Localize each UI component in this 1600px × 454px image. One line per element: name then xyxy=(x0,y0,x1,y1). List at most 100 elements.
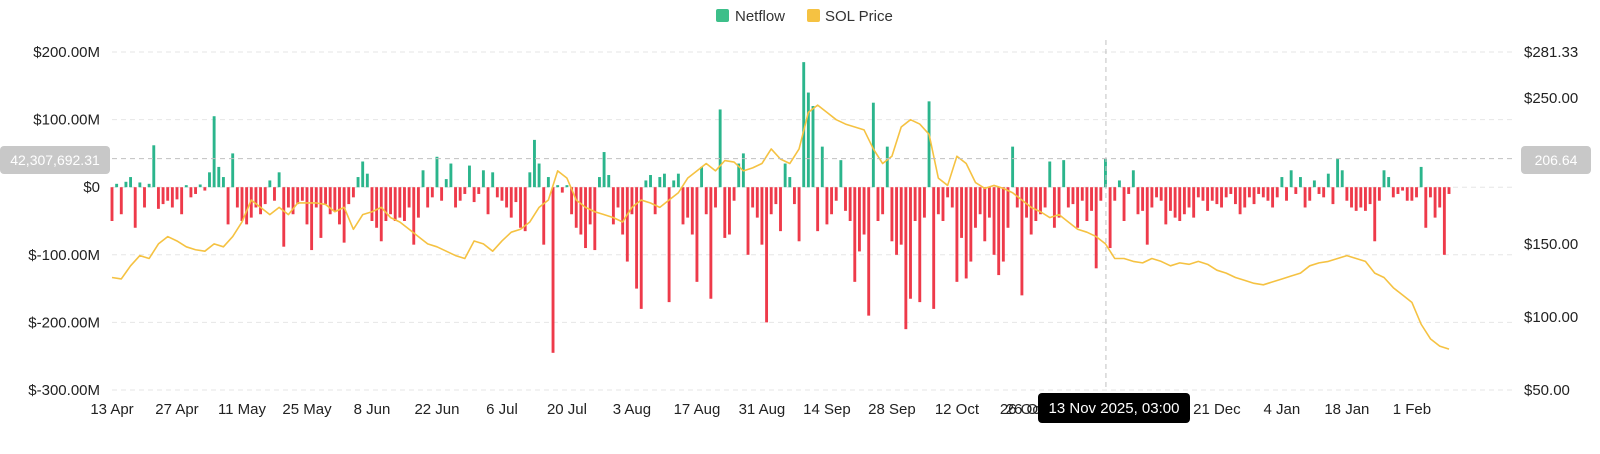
netflow-bar-54 xyxy=(361,161,365,188)
netflow-bar-275 xyxy=(1387,177,1391,188)
netflow-bar-73 xyxy=(449,163,453,188)
netflow-bar-256 xyxy=(1299,177,1302,188)
netflow-bar-26 xyxy=(231,153,235,188)
netflow-bar-43 xyxy=(310,187,314,251)
x-tick-6: 6 Jul xyxy=(486,401,518,418)
netflow-bar-279 xyxy=(1405,187,1409,201)
netflow-bar-83 xyxy=(495,187,499,198)
netflow-bar-250 xyxy=(1271,187,1275,208)
x-tick-9: 17 Aug xyxy=(674,401,721,418)
netflow-bar-39 xyxy=(291,187,295,215)
netflow-bar-134 xyxy=(732,187,736,201)
netflow-bar-170 xyxy=(899,187,903,245)
netflow-bar-180 xyxy=(946,187,950,198)
netflow-bar-239 xyxy=(1220,187,1223,208)
netflow-bar-74 xyxy=(454,187,457,208)
netflow-bar-150 xyxy=(806,92,810,188)
netflow-bar-181 xyxy=(950,187,954,208)
netflow-bar-80 xyxy=(481,170,485,188)
netflow-bar-169 xyxy=(895,187,898,255)
netflow-bar-64 xyxy=(407,187,411,208)
netflow-bar-208 xyxy=(1076,187,1080,228)
netflow-bar-24 xyxy=(221,177,225,188)
netflow-bar-159 xyxy=(848,187,852,221)
netflow-bar-6 xyxy=(138,182,142,188)
netflow-bar-215 xyxy=(1108,187,1112,249)
netflow-bar-95 xyxy=(551,187,555,353)
netflow-bar-37 xyxy=(282,187,286,247)
netflow-bar-71 xyxy=(440,187,444,201)
netflow-bar-211 xyxy=(1090,187,1093,211)
netflow-bar-203 xyxy=(1052,187,1056,228)
netflow-bar-278 xyxy=(1401,187,1405,191)
price-value-badge-text: 206.64 xyxy=(1535,152,1578,168)
netflow-bar-138 xyxy=(751,187,755,208)
netflow-bar-28 xyxy=(240,187,244,221)
netflow-bar-188 xyxy=(983,187,987,242)
netflow-bar-156 xyxy=(834,187,838,201)
netflow-bar-51 xyxy=(347,187,351,205)
netflow-bar-210 xyxy=(1085,187,1089,221)
left-tick-4: $-200.00M xyxy=(28,314,100,331)
x-tick-14: 26 Oct xyxy=(1000,401,1045,418)
netflow-bar-113 xyxy=(635,187,639,289)
netflow-bar-165 xyxy=(876,187,880,221)
netflow-bar-234 xyxy=(1196,187,1200,198)
netflow-bar-182 xyxy=(955,187,959,282)
x-tick-3: 25 May xyxy=(282,401,332,418)
netflow-bar-216 xyxy=(1113,187,1117,201)
netflow-bar-97 xyxy=(560,187,564,193)
netflow-bar-163 xyxy=(867,187,871,316)
netflow-bar-154 xyxy=(825,187,829,225)
x-tick-19: 1 Feb xyxy=(1393,401,1431,418)
netflow-bar-33 xyxy=(263,187,267,205)
netflow-bar-128 xyxy=(704,187,708,215)
netflow-bar-109 xyxy=(616,187,620,208)
netflow-bar-236 xyxy=(1206,187,1210,211)
netflow-bar-223 xyxy=(1145,187,1149,245)
netflow-bar-144 xyxy=(779,187,782,232)
netflow-bar-40 xyxy=(296,187,300,205)
netflow-bar-47 xyxy=(328,187,332,215)
netflow-bar-25 xyxy=(226,187,230,225)
netflow-bar-265 xyxy=(1340,170,1344,188)
netflow-bar-209 xyxy=(1080,187,1084,201)
netflow-bar-253 xyxy=(1285,187,1288,201)
netflow-bar-44 xyxy=(314,187,318,208)
netflow-bar-68 xyxy=(426,187,430,208)
x-tick-11: 14 Sep xyxy=(803,401,851,418)
netflow-bar-276 xyxy=(1391,187,1395,198)
netflow-bar-5 xyxy=(133,187,137,228)
netflow-bar-261 xyxy=(1322,187,1326,198)
netflow-bar-274 xyxy=(1382,170,1386,188)
netflow-bar-197 xyxy=(1025,187,1028,218)
netflow-bar-35 xyxy=(273,187,276,201)
netflow-bar-166 xyxy=(881,187,885,215)
right-tick-0: $281.33 xyxy=(1524,44,1578,61)
netflow-value-badge xyxy=(0,146,110,174)
netflow-bar-132 xyxy=(723,187,727,238)
netflow-bar-96 xyxy=(556,185,560,188)
netflow-bar-115 xyxy=(644,180,648,188)
left-axis: $200.00M $100.00M $0 $-100.00M $-200.00M $-30… xyxy=(28,44,100,399)
netflow-bar-34 xyxy=(268,180,272,188)
netflow-bar-117 xyxy=(653,187,657,215)
netflow-bar-10 xyxy=(156,187,160,209)
netflow-bar-205 xyxy=(1062,160,1066,188)
netflow-bar-66 xyxy=(416,187,420,218)
netflow-bar-41 xyxy=(300,187,304,201)
netflow-bar-207 xyxy=(1071,187,1075,205)
netflow-bar-158 xyxy=(844,187,847,211)
netflow-bar-237 xyxy=(1210,187,1214,201)
crosshair-badges: 42,307,692.31 206.64 13 Nov 2025, 03:00 xyxy=(0,146,1591,423)
netflow-bar-143 xyxy=(774,187,778,205)
netflow-bar-31 xyxy=(254,187,258,208)
price-line-group xyxy=(111,104,1450,350)
netflow-bar-129 xyxy=(709,187,713,299)
netflow-bar-82 xyxy=(491,172,495,188)
netflow-bar-157 xyxy=(839,160,843,188)
netflow-bar-29 xyxy=(245,187,249,225)
netflow-bar-92 xyxy=(537,163,541,188)
